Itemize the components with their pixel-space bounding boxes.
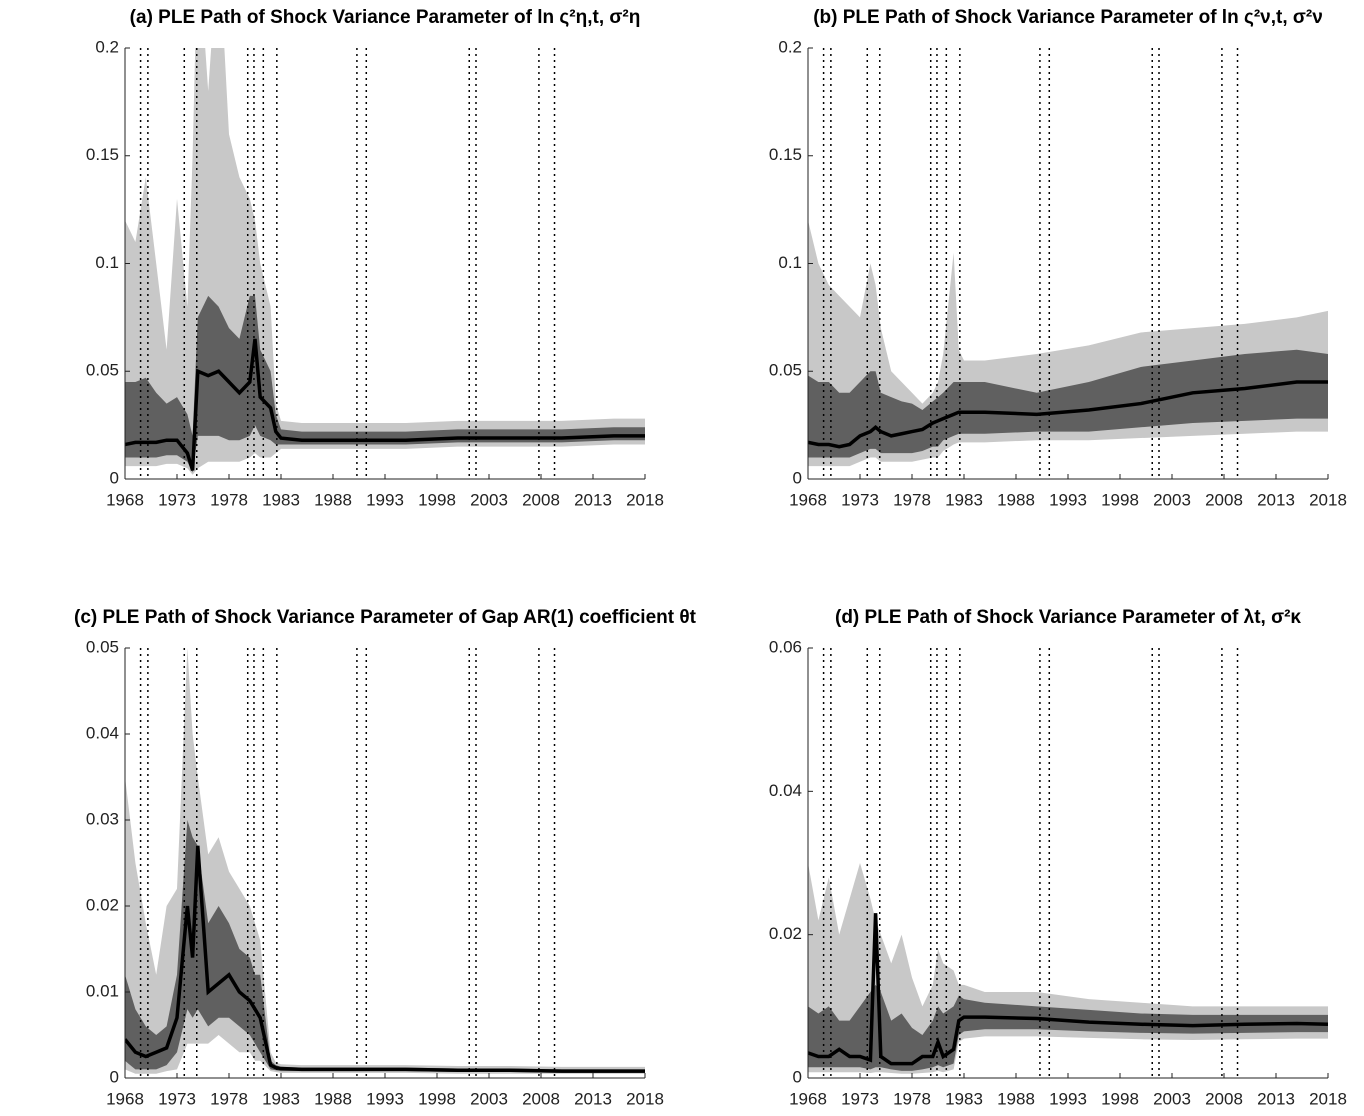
x-tick-label: 1998 [418, 490, 456, 509]
x-tick-label: 1978 [210, 1089, 248, 1108]
x-tick-label: 2003 [470, 1089, 508, 1108]
y-tick-label: 0.15 [86, 145, 119, 164]
y-tick-label: 0 [793, 1067, 802, 1086]
median-line [125, 845, 645, 1073]
chart-title: (d) PLE Path of Shock Variance Parameter… [835, 607, 1301, 628]
y-tick-label: 0 [110, 468, 119, 487]
y-tick-label: 0.02 [769, 924, 802, 943]
x-tick-label: 1978 [210, 490, 248, 509]
x-tick-label: 2008 [1205, 490, 1243, 509]
x-tick-label: 2003 [1153, 1089, 1191, 1108]
x-tick-label: 1993 [366, 1089, 404, 1108]
plot-area [808, 48, 1328, 479]
x-tick-label: 1988 [314, 490, 352, 509]
y-tick-label: 0 [793, 468, 802, 487]
x-tick-label: 1973 [158, 490, 196, 509]
x-tick-label: 1983 [945, 490, 983, 509]
median-line [808, 913, 1328, 1066]
x-tick-label: 2008 [522, 1089, 560, 1108]
x-tick-label: 1998 [418, 1089, 456, 1108]
y-tick-label: 0.04 [86, 723, 119, 742]
plot-area [125, 648, 645, 1078]
y-tick-label: 0.1 [778, 253, 802, 272]
x-tick-label: 2008 [1205, 1089, 1243, 1108]
y-tick-label: 0.05 [86, 361, 119, 380]
x-tick-label: 1983 [262, 490, 300, 509]
x-tick-label: 1993 [1049, 490, 1087, 509]
y-tick-label: 0.01 [86, 981, 119, 1000]
x-tick-label: 1973 [841, 490, 879, 509]
y-tick-label: 0.04 [769, 781, 802, 800]
x-tick-label: 1988 [997, 490, 1035, 509]
median-line [808, 380, 1328, 449]
x-tick-label: 2018 [626, 1089, 664, 1108]
y-tick-label: 0.15 [769, 145, 802, 164]
x-tick-label: 1968 [106, 1089, 144, 1108]
x-tick-label: 1988 [997, 1089, 1035, 1108]
band [125, 648, 645, 1074]
x-tick-label: 1983 [945, 1089, 983, 1108]
x-tick-label: 1998 [1101, 490, 1139, 509]
x-tick-label: 1988 [314, 1089, 352, 1108]
y-tick-label: 0.05 [86, 637, 119, 656]
x-tick-label: 1993 [1049, 1089, 1087, 1108]
panel: 0 0.05 0.1 0.15 0.2 1968 1973 1978 1983 1988 1993 1… [86, 7, 664, 509]
x-tick-label: 2013 [1257, 1089, 1295, 1108]
y-tick-label: 0.02 [86, 895, 119, 914]
x-tick-label: 2018 [1309, 1089, 1347, 1108]
y-tick-label: 0.2 [95, 37, 119, 56]
chart-title: (b) PLE Path of Shock Variance Parameter… [813, 7, 1323, 28]
band [808, 984, 1328, 1071]
y-tick-label: 0.03 [86, 809, 119, 828]
panel: 0 0.05 0.1 0.15 0.2 1968 1973 1978 1983 1988 1993 1… [769, 7, 1347, 509]
x-tick-label: 2018 [626, 490, 664, 509]
panel: 0 0.02 0.04 0.06 1968 1973 1978 1983 1988 1993 199… [769, 607, 1347, 1108]
x-tick-label: 1978 [893, 490, 931, 509]
median-line [125, 338, 645, 471]
y-tick-label: 0.05 [769, 361, 802, 380]
x-tick-label: 2013 [574, 490, 612, 509]
plot-area [125, 48, 645, 479]
x-tick-label: 2003 [470, 490, 508, 509]
x-tick-label: 1998 [1101, 1089, 1139, 1108]
x-tick-label: 1968 [789, 1089, 827, 1108]
x-tick-label: 2018 [1309, 490, 1347, 509]
chart-title: (c) PLE Path of Shock Variance Parameter… [74, 607, 697, 628]
panel: 0 0.01 0.02 0.03 0.04 0.05 1968 1973 1978 1983 198… [74, 607, 697, 1108]
chart-title: (a) PLE Path of Shock Variance Parameter… [130, 7, 641, 28]
band [808, 349, 1328, 458]
x-tick-label: 1968 [789, 490, 827, 509]
plot-area [808, 648, 1328, 1078]
x-tick-label: 1973 [158, 1089, 196, 1108]
y-tick-label: 0 [110, 1067, 119, 1086]
x-tick-label: 2008 [522, 490, 560, 509]
y-tick-label: 0.06 [769, 637, 802, 656]
x-tick-label: 1978 [893, 1089, 931, 1108]
x-tick-label: 1973 [841, 1089, 879, 1108]
x-tick-label: 2013 [574, 1089, 612, 1108]
x-tick-label: 1993 [366, 490, 404, 509]
x-tick-label: 1968 [106, 490, 144, 509]
x-tick-label: 2013 [1257, 490, 1295, 509]
y-tick-label: 0.2 [778, 37, 802, 56]
y-tick-label: 0.1 [95, 253, 119, 272]
x-tick-label: 2003 [1153, 490, 1191, 509]
x-tick-label: 1983 [262, 1089, 300, 1108]
